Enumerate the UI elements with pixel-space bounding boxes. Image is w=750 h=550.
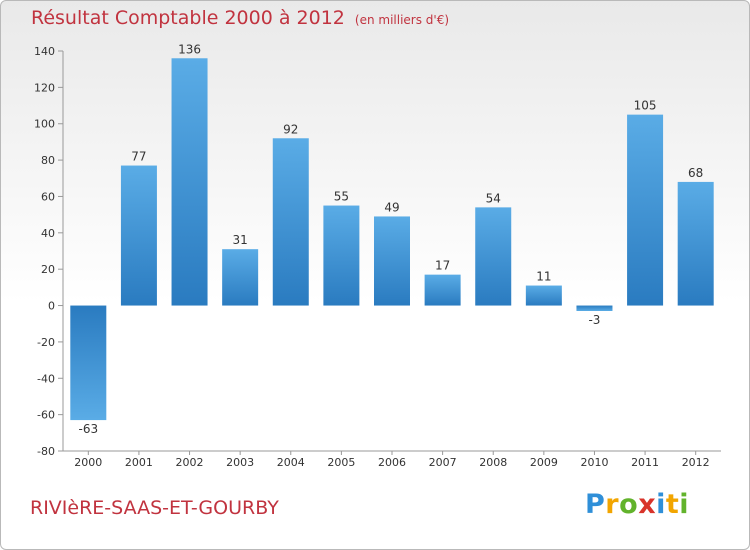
chart-title: Résultat Comptable 2000 à 2012 (en millie… [31, 7, 449, 29]
bar-2010 [576, 305, 613, 311]
x-tick-label: 2012 [682, 456, 710, 469]
value-label-2011: 105 [634, 99, 657, 113]
y-tick-label: 20 [41, 263, 55, 276]
x-tick-label: 2010 [580, 456, 608, 469]
y-tick-label: -20 [37, 336, 55, 349]
value-label-2009: 11 [536, 270, 551, 284]
value-labels: -63 77 136 31 92 55 49 17 54 11 -3 105 68 [79, 42, 704, 436]
x-tick-label: 2003 [226, 456, 254, 469]
x-tick-label: 2006 [378, 456, 406, 469]
bars [70, 58, 714, 421]
x-tick-label: 2004 [277, 456, 305, 469]
value-label-2012: 68 [688, 166, 703, 180]
y-tick-label: 80 [41, 154, 55, 167]
bar-2001 [120, 165, 157, 306]
y-tick-label: 40 [41, 227, 55, 240]
value-label-2007: 17 [435, 259, 450, 273]
chart-title-subtitle: (en milliers d'€) [354, 13, 450, 27]
y-tick-label: 120 [34, 81, 55, 94]
bar-2004 [272, 138, 309, 306]
y-tick-label: 0 [48, 300, 55, 313]
x-tick-label: 2007 [429, 456, 457, 469]
value-label-2008: 54 [486, 191, 501, 205]
bar-2008 [475, 207, 512, 306]
y-tick-label: 100 [34, 118, 55, 131]
value-label-2000: -63 [79, 422, 99, 436]
y-tick-label: 60 [41, 190, 55, 203]
value-label-2005: 55 [334, 190, 349, 204]
proxiti-logo: Proxiti [585, 489, 690, 520]
x-tick-label: 2011 [631, 456, 659, 469]
bar-2003 [222, 249, 259, 306]
value-label-2003: 31 [233, 233, 248, 247]
x-tick-label: 2002 [176, 456, 204, 469]
value-label-2002: 136 [178, 42, 201, 56]
bar-2011 [627, 114, 664, 306]
bar-2002 [171, 58, 208, 306]
y-tick-label: -80 [37, 445, 55, 458]
bar-2009 [525, 285, 562, 306]
bar-2000 [70, 305, 107, 421]
x-tick-label: 2000 [74, 456, 102, 469]
value-label-2006: 49 [384, 200, 399, 214]
bar-2007 [424, 274, 461, 306]
commune-name: RIVIèRE-SAAS-ET-GOURBY [30, 497, 279, 519]
y-tick-label: -40 [37, 372, 55, 385]
value-label-2010: -3 [588, 313, 600, 327]
chart-title-main: Résultat Comptable 2000 à 2012 [31, 7, 345, 29]
x-tick-label: 2001 [125, 456, 153, 469]
value-label-2004: 92 [283, 122, 298, 136]
x-tick-label: 2005 [327, 456, 355, 469]
axes: -80 -60 -40 -20 0 20 40 60 80 100 120 140 2000 2001 20… [34, 45, 721, 469]
bar-2005 [323, 205, 360, 306]
bar-2006 [374, 216, 410, 306]
value-label-2001: 77 [131, 150, 146, 164]
y-tick-label: 140 [34, 45, 55, 58]
x-tick-label: 2009 [530, 456, 558, 469]
x-tick-label: 2008 [479, 456, 507, 469]
bar-2012 [677, 181, 714, 306]
y-tick-label: -60 [37, 409, 55, 422]
